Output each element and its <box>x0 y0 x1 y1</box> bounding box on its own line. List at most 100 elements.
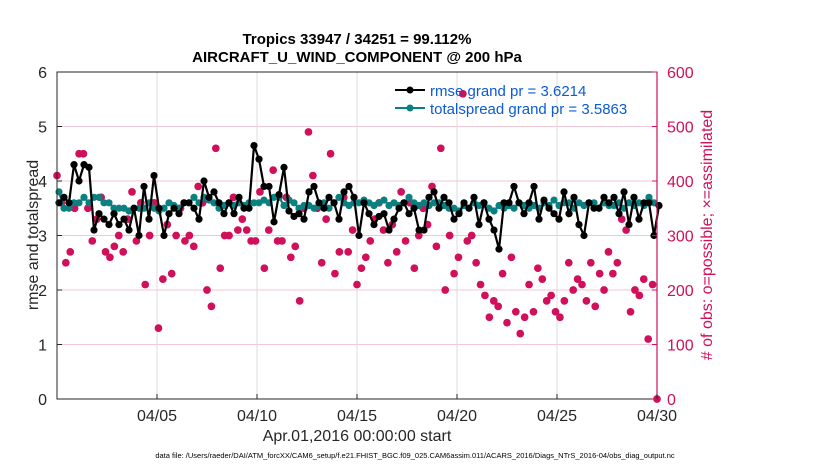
obs-assimilated-marker <box>327 150 335 158</box>
obs-assimilated-marker <box>154 324 162 332</box>
rmse-point <box>270 218 278 226</box>
obs-assimilated-marker <box>538 275 546 283</box>
totalspread-point <box>210 199 218 207</box>
rmse-point <box>320 204 328 212</box>
x-tick-label: 04/05 <box>137 408 177 425</box>
rmse-point <box>485 215 493 223</box>
obs-assimilated-marker <box>450 270 458 278</box>
obs-assimilated-marker <box>521 313 529 321</box>
totalspread-point <box>160 204 168 212</box>
x-tick-label: 04/25 <box>537 408 577 425</box>
rmse-point <box>625 221 633 229</box>
rmse-point <box>275 191 283 199</box>
rmse-point <box>165 210 173 218</box>
rmse-point <box>205 193 213 201</box>
obs-assimilated-marker <box>185 232 193 239</box>
obs-assimilated-marker <box>565 259 573 267</box>
rmse-point <box>385 226 393 234</box>
y-tick-label: 6 <box>38 65 47 82</box>
totalspread-point <box>490 207 498 215</box>
obs-assimilated-marker <box>463 237 471 245</box>
rmse-point <box>505 199 513 207</box>
rmse-point <box>175 210 183 218</box>
rmse-point <box>630 193 638 201</box>
totalspread-point <box>510 204 518 212</box>
rmse-point <box>550 210 558 218</box>
obs-assimilated-marker <box>66 248 74 256</box>
legend-rmse-label: rmse grand pr = 3.6214 <box>430 83 586 100</box>
rmse-point <box>585 199 593 207</box>
rmse-point <box>120 215 128 223</box>
y-axis: 0 1 2 3 4 5 6 <box>38 65 62 409</box>
obs-assimilated-marker <box>379 226 387 234</box>
obs-assimilated-marker <box>622 226 630 234</box>
rmse-point <box>135 231 143 240</box>
obs-assimilated-marker <box>132 237 140 245</box>
rmse-point <box>280 163 288 171</box>
rmse-point <box>70 161 78 169</box>
obs-assimilated-marker <box>543 297 551 305</box>
obs-assimilated-marker <box>604 248 612 256</box>
rmse-point <box>180 199 188 207</box>
rmse-point <box>475 221 483 229</box>
obs-assimilated-marker <box>212 144 220 152</box>
rmse-point <box>110 210 118 218</box>
rmse-point <box>155 204 163 212</box>
obs-assimilated-marker <box>569 286 577 294</box>
obs-assimilated-marker <box>88 237 96 245</box>
rmse-point <box>395 204 403 212</box>
totalspread-point <box>100 199 108 207</box>
obs-assimilated-marker <box>229 193 237 201</box>
rmse-point <box>560 188 568 196</box>
obs-assimilated-marker <box>349 226 357 234</box>
y2-tick-label: 100 <box>667 338 694 355</box>
obs-assimilated-marker <box>335 248 343 256</box>
rmse-point <box>335 215 343 223</box>
obs-assimilated-marker <box>141 281 149 289</box>
obs-assimilated-marker <box>397 188 405 196</box>
rmse-point <box>435 204 443 212</box>
rmse-point <box>590 204 598 212</box>
rmse-point <box>420 226 428 234</box>
rmse-point <box>300 215 308 223</box>
totalspread-point <box>115 204 123 212</box>
obs-assimilated-marker <box>499 270 507 278</box>
chart-subtitle: AIRCRAFT_U_WIND_COMPONENT @ 200 hPa <box>192 49 522 66</box>
data-file-footnote: data file: /Users/raeder/DAI/ATM_forcXX/… <box>155 451 675 460</box>
obs-assimilated-marker <box>393 248 401 256</box>
obs-assimilated-marker <box>238 215 246 223</box>
obs-assimilated-marker <box>640 275 648 283</box>
obs-assimilated-marker <box>353 281 361 289</box>
obs-assimilated-marker <box>221 232 229 239</box>
obs-assimilated-marker <box>150 199 158 207</box>
series-lines <box>55 141 663 253</box>
obs-assimilated-marker <box>322 215 330 223</box>
obs-assimilated-marker <box>454 253 462 261</box>
rmse-point <box>305 188 313 196</box>
obs-assimilated-marker <box>71 204 79 212</box>
totalspread-point <box>645 193 653 201</box>
rmse-point <box>310 182 318 191</box>
totalspread-point <box>325 204 333 212</box>
y-tick-label: 4 <box>38 174 47 191</box>
y-tick-label: 2 <box>38 283 47 300</box>
rmse-point <box>240 204 248 212</box>
rmse-point <box>260 182 268 191</box>
obs-assimilated-marker <box>503 319 511 327</box>
totalspread-point <box>280 201 288 210</box>
obs-assimilated-marker <box>406 199 414 207</box>
rmse-point <box>255 155 263 163</box>
legend: rmse grand pr = 3.6214 totalspread grand… <box>395 83 627 118</box>
rmse-point <box>380 210 388 218</box>
y-axis-label: rmse and totalspread <box>25 160 42 310</box>
rmse-point <box>65 199 73 207</box>
rmse-point <box>465 204 473 212</box>
obs-assimilated-marker <box>216 264 224 272</box>
rmse-point <box>635 215 643 223</box>
obs-assimilated-marker <box>190 242 198 250</box>
rmse-point <box>600 193 608 201</box>
rmse-point <box>480 199 488 207</box>
rmse-point <box>595 204 603 212</box>
obs-assimilated-marker <box>291 242 299 250</box>
chart-title: Tropics 33947 / 34251 = 99.112% <box>243 31 472 48</box>
